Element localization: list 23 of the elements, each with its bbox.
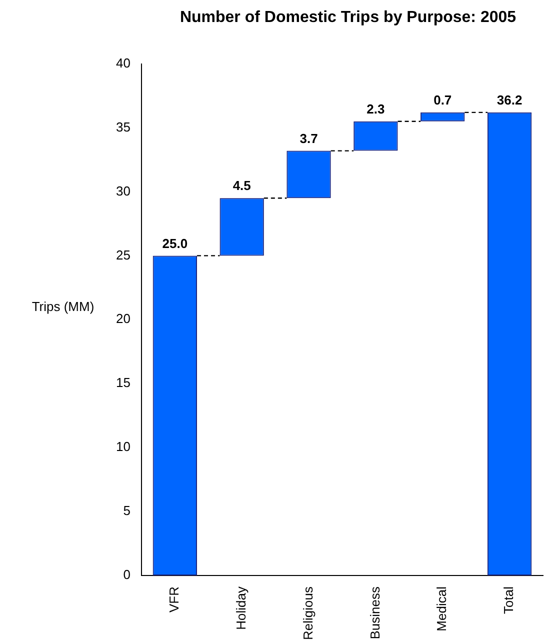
x-tick-label: Holiday [233,586,248,630]
data-label: 4.5 [232,178,251,194]
data-label: 36.2 [496,92,522,108]
data-label: 25.0 [162,236,188,251]
y-tick-label: 15 [116,375,130,390]
x-tick-label: Business [367,586,382,640]
data-label: 2.3 [366,101,385,116]
x-tick-label: VFR [166,586,182,613]
data-label: 3.7 [300,130,318,146]
y-tick-label: 40 [116,55,130,70]
y-tick-label: 25 [116,247,130,262]
y-axis-title: Trips (MM) [30,298,96,315]
y-tick-label: 35 [116,119,130,134]
y-tick-label: 10 [116,439,130,454]
x-tick-label: Total [501,586,516,614]
chart-title: Number of Domestic Trips by Purpose: 2005 [178,8,518,27]
y-tick-label: 5 [123,503,130,518]
y-tick-label: 30 [116,183,130,198]
data-label: 0.7 [434,92,452,108]
x-tick-label: Medical [434,586,450,632]
x-tick-label: Religious [300,586,316,640]
y-tick-label: 20 [116,311,130,326]
y-tick-label: 0 [123,567,130,582]
